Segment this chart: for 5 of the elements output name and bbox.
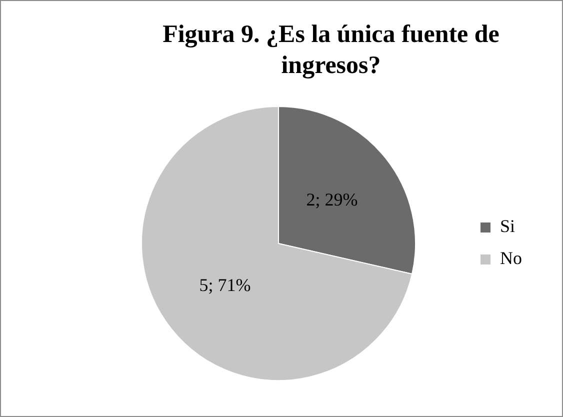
legend-label: Si <box>500 216 516 236</box>
chart-title: Figura 9. ¿Es la única fuente de ingresos? <box>162 20 500 81</box>
data-label: 5; 71% <box>199 274 251 295</box>
data-label: 2; 29% <box>306 190 358 210</box>
legend-label: No <box>500 248 522 268</box>
